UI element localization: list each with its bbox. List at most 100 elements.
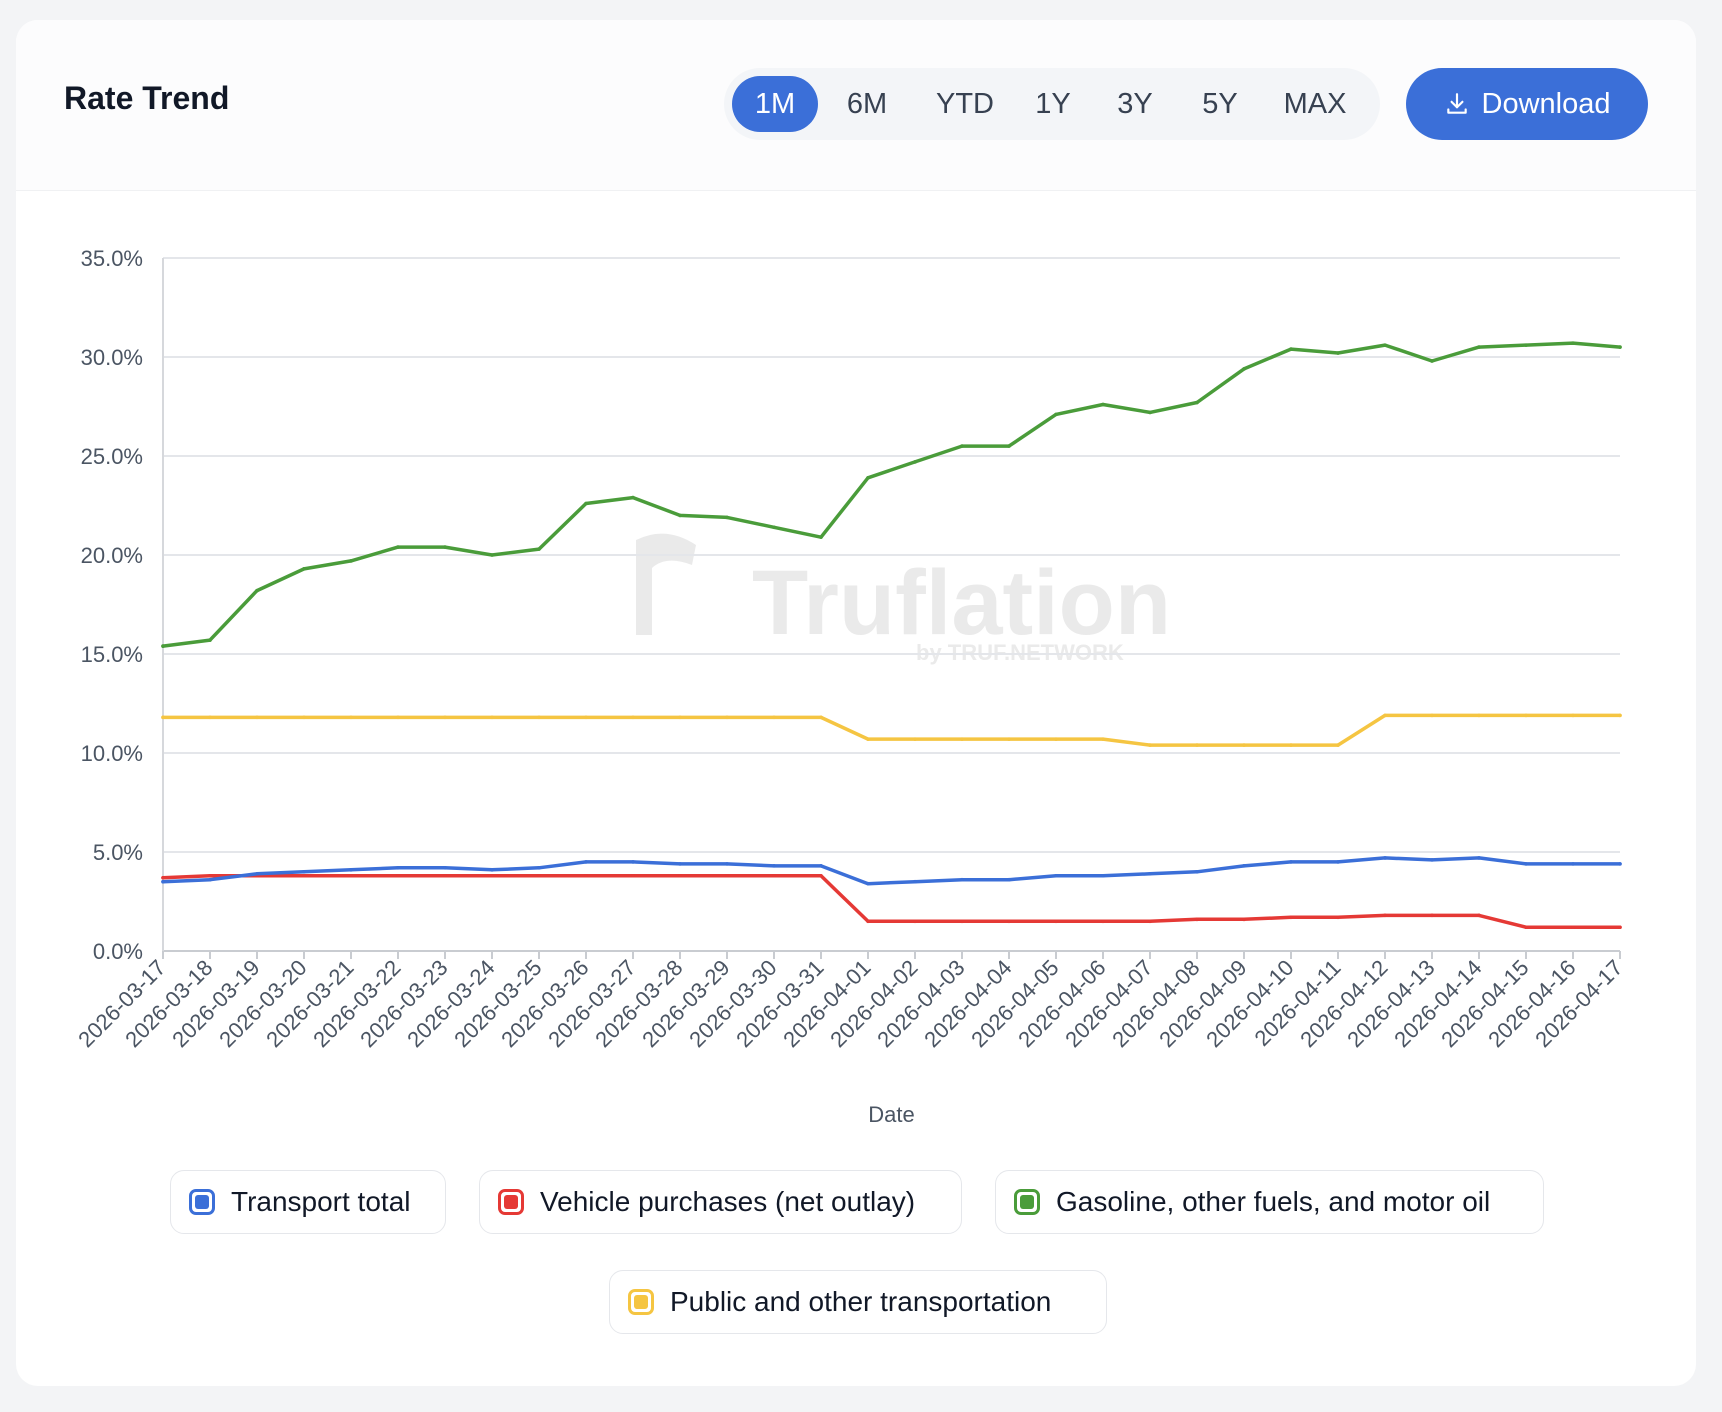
data-point bbox=[772, 864, 776, 868]
data-point bbox=[349, 715, 353, 720]
data-point bbox=[678, 873, 682, 878]
data-point bbox=[443, 873, 447, 878]
series-line-3 bbox=[161, 713, 1622, 747]
download-label: Download bbox=[1481, 87, 1611, 120]
data-point bbox=[1336, 743, 1340, 747]
data-point bbox=[960, 737, 964, 741]
data-point bbox=[584, 873, 588, 878]
data-point bbox=[866, 881, 870, 886]
legend-item-vehicle-purchases[interactable]: Vehicle purchases (net outlay) bbox=[479, 1170, 962, 1234]
data-point bbox=[208, 638, 212, 642]
data-point bbox=[913, 737, 917, 741]
legend-item-public-transportation[interactable]: Public and other transportation bbox=[609, 1270, 1107, 1334]
data-point bbox=[819, 864, 823, 868]
data-point bbox=[1477, 913, 1481, 918]
data-point bbox=[1101, 919, 1105, 924]
data-point bbox=[1195, 870, 1199, 874]
data-point bbox=[1336, 860, 1340, 864]
data-point bbox=[819, 873, 823, 878]
range-1m-button[interactable]: 1M bbox=[732, 76, 818, 132]
range-6m-button[interactable]: 6M bbox=[818, 76, 916, 132]
legend-item-gasoline[interactable]: Gasoline, other fuels, and motor oil bbox=[995, 1170, 1544, 1234]
data-point bbox=[1571, 925, 1575, 930]
data-point bbox=[913, 460, 917, 464]
y-tick-label: 30.0% bbox=[81, 345, 143, 370]
data-point bbox=[1383, 713, 1387, 718]
data-point bbox=[1618, 345, 1622, 349]
data-point bbox=[772, 873, 776, 878]
data-point bbox=[1383, 343, 1387, 347]
data-point bbox=[584, 715, 588, 720]
data-point bbox=[584, 501, 588, 506]
data-point bbox=[1524, 862, 1528, 866]
data-point bbox=[443, 545, 447, 549]
data-point bbox=[1336, 915, 1340, 920]
data-point bbox=[208, 715, 212, 720]
data-point bbox=[396, 866, 400, 870]
legend-label: Gasoline, other fuels, and motor oil bbox=[1056, 1186, 1491, 1217]
data-point bbox=[725, 515, 729, 520]
range-max-button[interactable]: MAX bbox=[1262, 76, 1368, 132]
data-point bbox=[396, 715, 400, 720]
data-point bbox=[1430, 359, 1434, 363]
data-point bbox=[161, 715, 165, 720]
data-point bbox=[819, 535, 823, 539]
data-point bbox=[631, 860, 635, 864]
series-line-0 bbox=[161, 856, 1622, 886]
data-point bbox=[866, 475, 870, 480]
data-point bbox=[161, 644, 165, 648]
data-point bbox=[1148, 919, 1152, 924]
data-point bbox=[1477, 713, 1481, 718]
download-icon bbox=[1446, 93, 1467, 114]
data-point bbox=[1383, 856, 1387, 860]
data-point bbox=[819, 715, 823, 720]
data-point bbox=[1101, 873, 1105, 878]
data-point bbox=[1054, 737, 1058, 741]
data-point bbox=[1054, 873, 1058, 878]
download-button[interactable]: Download bbox=[1406, 68, 1648, 140]
data-point bbox=[396, 545, 400, 549]
y-tick-label: 15.0% bbox=[81, 642, 143, 667]
data-point bbox=[725, 873, 729, 878]
data-point bbox=[396, 873, 400, 878]
data-point bbox=[1618, 925, 1622, 930]
range-5y-button[interactable]: 5Y bbox=[1178, 76, 1262, 132]
data-point bbox=[1571, 713, 1575, 718]
y-tick-label: 25.0% bbox=[81, 444, 143, 469]
data-point bbox=[1007, 444, 1011, 448]
data-point bbox=[255, 715, 259, 720]
watermark-tagline: by TRUF.NETWORK bbox=[916, 640, 1124, 665]
data-point bbox=[161, 875, 165, 880]
y-tick-label: 0.0% bbox=[93, 939, 143, 964]
data-point bbox=[1101, 402, 1105, 407]
data-point bbox=[1289, 860, 1293, 864]
data-point bbox=[772, 715, 776, 720]
data-point bbox=[161, 879, 165, 884]
data-point bbox=[631, 873, 635, 878]
data-point bbox=[1195, 400, 1199, 405]
data-point bbox=[1007, 877, 1011, 882]
data-point bbox=[208, 877, 212, 882]
legend-item-transport-total[interactable]: Transport total bbox=[170, 1170, 446, 1234]
data-point bbox=[1242, 864, 1246, 868]
range-3y-button[interactable]: 3Y bbox=[1092, 76, 1178, 132]
range-1y-button[interactable]: 1Y bbox=[1014, 76, 1092, 132]
data-point bbox=[1430, 858, 1434, 862]
legend-swatch-blue bbox=[189, 1189, 215, 1215]
data-point bbox=[537, 873, 541, 878]
data-point bbox=[490, 715, 494, 720]
data-point bbox=[631, 715, 635, 720]
x-axis-title: Date bbox=[868, 1102, 914, 1127]
data-point bbox=[1430, 713, 1434, 718]
data-point bbox=[631, 495, 635, 500]
range-ytd-button[interactable]: YTD bbox=[916, 76, 1014, 132]
data-point bbox=[1195, 917, 1199, 922]
data-point bbox=[302, 567, 306, 571]
data-point bbox=[1007, 737, 1011, 741]
y-tick-label: 20.0% bbox=[81, 543, 143, 568]
rate-trend-card: Rate Trend 1M 6M YTD 1Y 3Y 5Y MAX Downlo… bbox=[16, 20, 1696, 1386]
data-point bbox=[960, 444, 964, 448]
y-tick-label: 35.0% bbox=[81, 246, 143, 271]
data-point bbox=[678, 715, 682, 720]
